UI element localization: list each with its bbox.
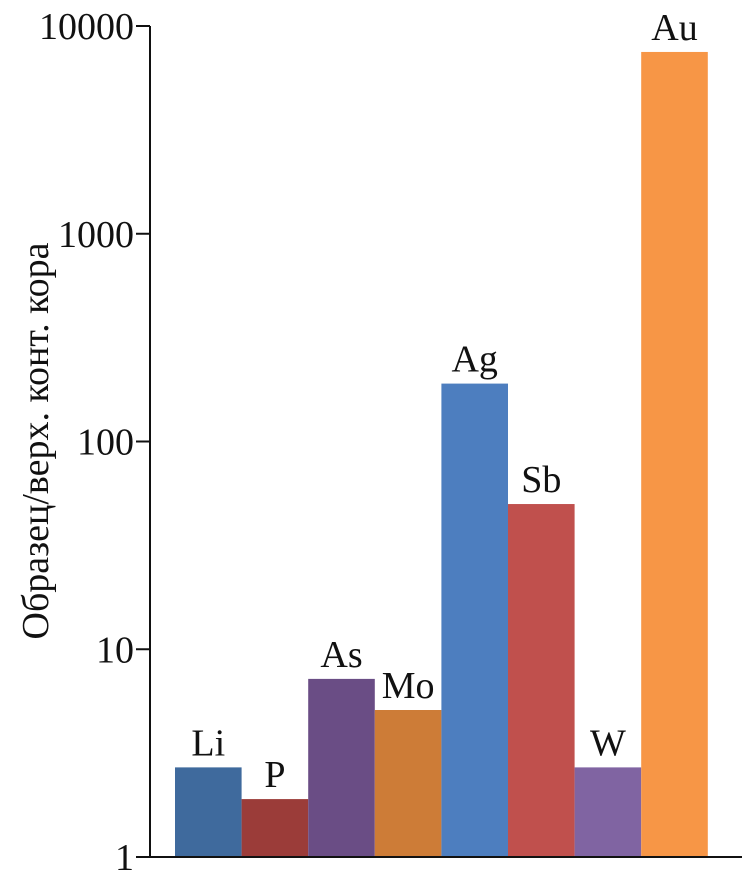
bar-li: [175, 767, 242, 857]
bar-sb: [508, 504, 575, 857]
y-tick-label: 10000: [39, 6, 134, 48]
bar-label-as: As: [320, 634, 362, 676]
y-ticks-group: 1 10 100 1000 10000: [39, 6, 150, 879]
bar-w: [574, 767, 642, 857]
bar-as: [308, 678, 375, 857]
bar-labels-group: Li P As Mo Ag Sb W Au: [191, 7, 697, 796]
bar-label-au: Au: [651, 7, 697, 49]
y-tick-label: 10: [96, 629, 134, 671]
bars-group: [175, 51, 708, 857]
bar-p: [241, 799, 309, 857]
y-tick-label: 1: [115, 837, 134, 879]
y-tick-label: 1000: [58, 214, 134, 256]
bar-ag: [441, 383, 508, 857]
bar-label-p: P: [264, 754, 285, 796]
y-axis-title: Образец/верх. конт. кора: [15, 242, 57, 639]
bar-label-mo: Mo: [382, 665, 435, 707]
bar-label-sb: Sb: [521, 459, 561, 501]
bar-au: [641, 51, 708, 857]
y-tick-label: 100: [77, 422, 134, 464]
bar-label-w: W: [590, 722, 626, 764]
bar-label-li: Li: [191, 722, 225, 764]
bar-mo: [374, 710, 442, 857]
bar-label-ag: Ag: [451, 339, 497, 381]
